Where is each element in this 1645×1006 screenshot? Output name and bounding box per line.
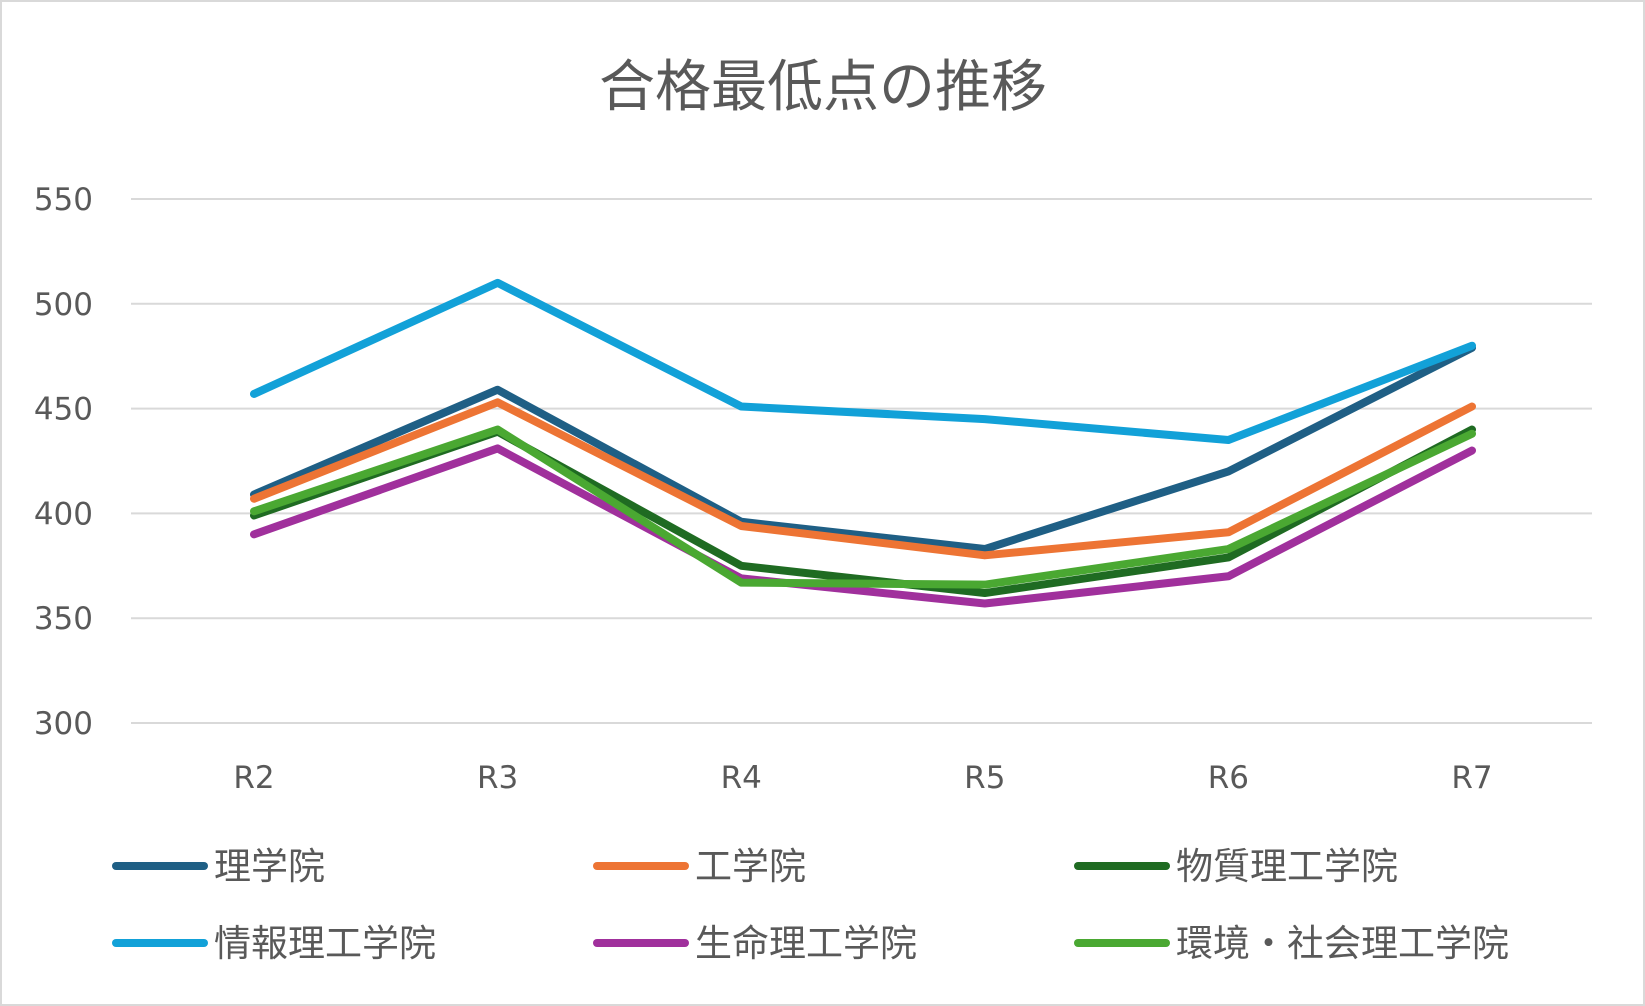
x-tick-label: R2 [233, 760, 274, 796]
series-line [250, 444, 1476, 608]
legend-item: 環境・社会理工学院 [1074, 922, 1509, 965]
x-tick-label: R4 [721, 760, 762, 796]
legend-label: 情報理工学院 [214, 922, 436, 965]
y-tick-label: 300 [34, 706, 93, 742]
legend-label: 物質理工学院 [1176, 845, 1398, 888]
legend-label: 理学院 [214, 845, 325, 888]
legend-label: 環境・社会理工学院 [1176, 922, 1509, 965]
series-line [250, 398, 1476, 560]
y-tick-label: 350 [34, 601, 93, 637]
series-line [250, 278, 1476, 445]
legend-label: 生命理工学院 [695, 922, 917, 965]
y-tick-label: 450 [34, 392, 93, 428]
legend-item: 物質理工学院 [1074, 845, 1398, 888]
legend-item: 情報理工学院 [112, 922, 436, 965]
y-tick-label: 550 [34, 182, 93, 218]
y-tick-label: 500 [34, 287, 93, 323]
x-tick-label: R5 [964, 760, 1005, 796]
x-tick-label: R3 [477, 760, 518, 796]
legend-item: 生命理工学院 [593, 922, 917, 965]
series-line [250, 343, 1476, 554]
legend-label: 工学院 [695, 845, 806, 888]
y-tick-label: 400 [34, 496, 93, 532]
x-tick-label: R6 [1208, 760, 1249, 796]
legend-item: 工学院 [593, 845, 806, 888]
chart-title: 合格最低点の推移 [599, 55, 1047, 120]
legend-item: 理学院 [112, 845, 325, 888]
x-tick-label: R7 [1451, 760, 1492, 796]
series-line [250, 425, 1476, 589]
